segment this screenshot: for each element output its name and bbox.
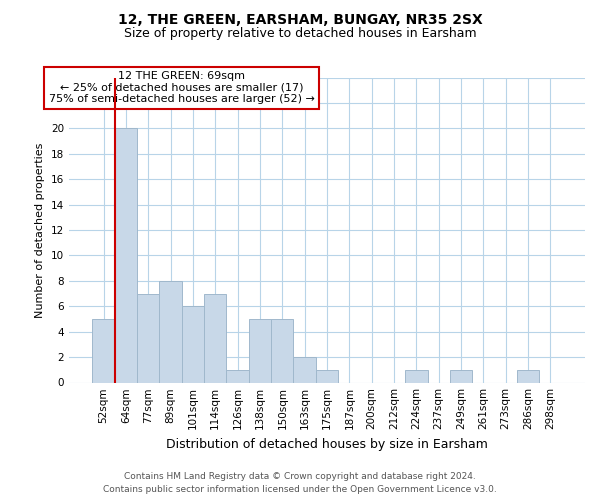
Text: Contains public sector information licensed under the Open Government Licence v3: Contains public sector information licen… [103, 485, 497, 494]
Bar [182, 306, 204, 382]
X-axis label: Distribution of detached houses by size in Earsham: Distribution of detached houses by size … [166, 438, 488, 451]
Bar [271, 319, 293, 382]
Text: Contains HM Land Registry data © Crown copyright and database right 2024.: Contains HM Land Registry data © Crown c… [124, 472, 476, 481]
Bar [293, 357, 316, 382]
Bar [316, 370, 338, 382]
Bar [405, 370, 428, 382]
Bar [226, 370, 249, 382]
Bar [450, 370, 472, 382]
Bar [160, 281, 182, 382]
Bar [249, 319, 271, 382]
Bar [115, 128, 137, 382]
Bar [137, 294, 160, 382]
Bar [204, 294, 226, 382]
Text: 12 THE GREEN: 69sqm
← 25% of detached houses are smaller (17)
75% of semi-detach: 12 THE GREEN: 69sqm ← 25% of detached ho… [49, 71, 315, 104]
Bar [517, 370, 539, 382]
Bar [92, 319, 115, 382]
Text: 12, THE GREEN, EARSHAM, BUNGAY, NR35 2SX: 12, THE GREEN, EARSHAM, BUNGAY, NR35 2SX [118, 12, 482, 26]
Y-axis label: Number of detached properties: Number of detached properties [35, 142, 46, 318]
Text: Size of property relative to detached houses in Earsham: Size of property relative to detached ho… [124, 28, 476, 40]
